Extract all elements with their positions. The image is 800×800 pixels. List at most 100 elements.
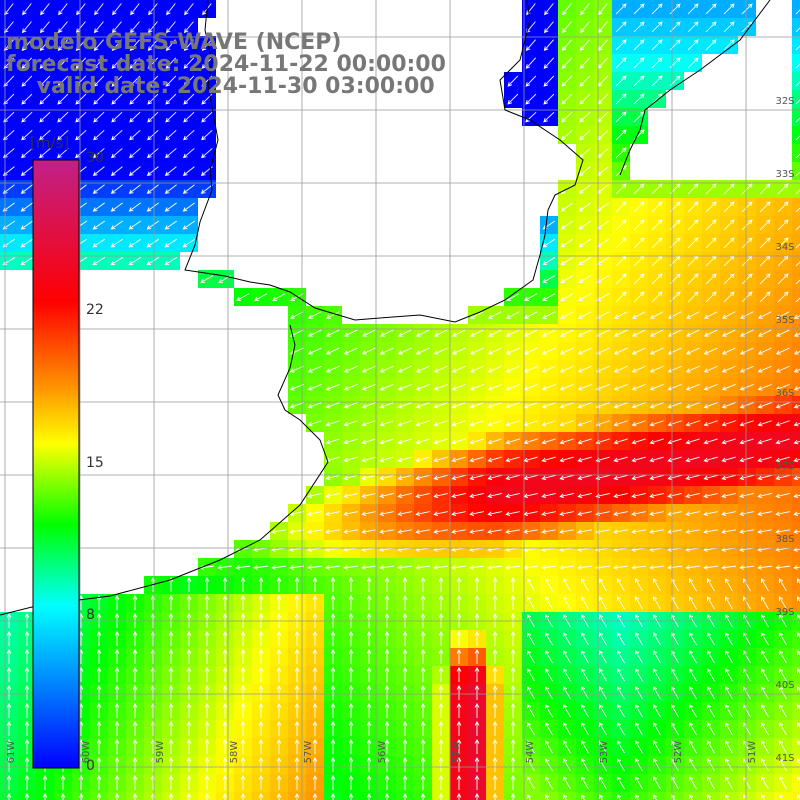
- wind-arrow: [402, 649, 408, 664]
- wind-arrow: [110, 220, 124, 230]
- wind-arrow: [330, 793, 336, 800]
- wind-arrow: [307, 511, 322, 517]
- wind-arrow: [721, 329, 736, 337]
- wind-arrow: [687, 183, 699, 195]
- wind-arrow: [671, 704, 679, 718]
- wind-arrow: [761, 776, 769, 790]
- wind-arrow: [505, 384, 520, 391]
- wind-arrow: [527, 686, 535, 700]
- wind-arrow: [438, 721, 444, 736]
- wind-arrow: [93, 111, 105, 123]
- wind-arrow: [276, 685, 282, 700]
- wind-arrow: [795, 9, 800, 15]
- wind-arrow: [325, 456, 340, 463]
- wind-arrow: [795, 45, 800, 51]
- wind-arrow: [523, 311, 538, 319]
- wind-arrow: [201, 111, 213, 123]
- wind-arrow: [21, 111, 33, 123]
- wind-arrow: [240, 703, 246, 718]
- wind-arrow: [129, 75, 141, 87]
- wind-arrow: [96, 739, 102, 754]
- wind-arrow: [559, 384, 574, 391]
- wind-arrow: [739, 529, 754, 534]
- wind-arrow: [366, 685, 372, 700]
- wind-arrow: [613, 529, 628, 534]
- wind-cell: [792, 792, 800, 800]
- wind-arrow: [114, 631, 120, 646]
- wind-arrow: [559, 456, 574, 463]
- wind-arrow: [505, 529, 520, 534]
- wind-cell: [792, 252, 800, 270]
- wind-arrow: [505, 492, 520, 499]
- wind-arrow: [312, 667, 318, 682]
- wind-arrow: [510, 739, 516, 754]
- wind-arrow: [795, 297, 800, 303]
- wind-arrow: [617, 776, 625, 790]
- wind-arrow: [559, 311, 574, 319]
- wind-arrow: [599, 578, 607, 592]
- wind-arrow: [653, 722, 661, 736]
- colorbar-tick-15: 15: [86, 455, 104, 471]
- wind-arrow: [631, 384, 646, 391]
- wind-arrow: [420, 577, 426, 592]
- wind-arrow: [617, 704, 625, 718]
- wind-arrow: [469, 456, 484, 463]
- wind-arrow: [469, 438, 484, 445]
- wind-arrow: [685, 311, 700, 319]
- wind-arrow: [581, 794, 586, 800]
- wind-arrow: [671, 650, 679, 664]
- wind-arrow: [685, 420, 700, 427]
- wind-arrow: [581, 632, 589, 646]
- wind-arrow: [527, 758, 535, 772]
- wind-arrow: [456, 721, 462, 736]
- wind-arrow: [685, 529, 700, 534]
- wind-arrow: [433, 420, 448, 427]
- wind-arrow: [114, 595, 120, 610]
- wind-arrow: [129, 39, 140, 51]
- wind-arrow: [633, 57, 645, 69]
- wind-arrow: [21, 129, 33, 141]
- wind-arrow: [200, 148, 213, 159]
- wind-arrow: [613, 492, 628, 499]
- wind-arrow: [258, 667, 264, 682]
- wind-arrow: [204, 739, 210, 754]
- wind-arrow: [757, 384, 772, 391]
- wind-arrow: [182, 148, 195, 159]
- wind-arrow: [415, 329, 430, 337]
- wind-arrow: [651, 3, 663, 15]
- wind-arrow: [721, 474, 736, 481]
- wind-arrow: [685, 456, 700, 463]
- wind-arrow: [258, 703, 264, 718]
- wind-arrow: [578, 220, 592, 230]
- wind-arrow: [366, 649, 372, 664]
- wind-arrow: [330, 757, 336, 772]
- wind-arrow: [689, 740, 697, 754]
- wind-arrow: [741, 219, 753, 231]
- wind-cell: [792, 54, 800, 72]
- wind-arrow: [492, 721, 498, 736]
- wind-arrow: [687, 201, 699, 213]
- wind-arrow: [492, 775, 498, 790]
- wind-arrow: [379, 438, 394, 445]
- wind-arrow: [451, 492, 466, 499]
- wind-arrow: [703, 420, 718, 427]
- wind-arrow: [635, 776, 643, 790]
- wind-arrow: [543, 21, 554, 34]
- wind-arrow: [258, 577, 264, 592]
- wind-arrow: [22, 3, 32, 16]
- wind-arrow: [415, 347, 430, 355]
- wind-arrow: [721, 347, 736, 355]
- wind-arrow: [795, 81, 800, 87]
- wind-cell: [792, 774, 800, 792]
- wind-arrow: [24, 649, 30, 664]
- wind-arrow: [96, 793, 102, 800]
- wind-cell: [720, 792, 738, 800]
- wind-arrow: [689, 776, 697, 790]
- colorbar-gradient: [32, 159, 80, 769]
- wind-arrow: [258, 649, 264, 664]
- wind-arrow: [653, 794, 658, 800]
- wind-cell: [540, 792, 558, 800]
- wind-arrow: [330, 649, 336, 664]
- wind-arrow: [525, 57, 537, 69]
- wind-arrow: [631, 347, 646, 355]
